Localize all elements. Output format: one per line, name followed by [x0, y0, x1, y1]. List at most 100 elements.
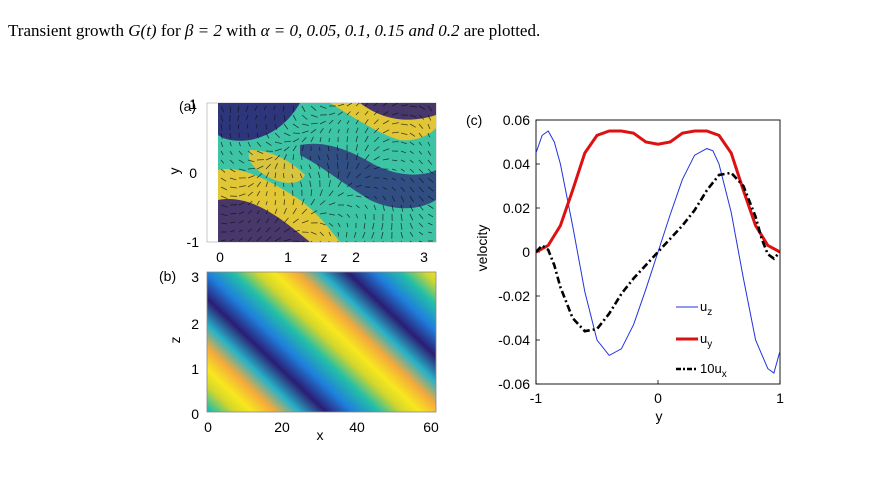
arrow-162: [265, 156, 273, 161]
arrow-6: [263, 105, 267, 111]
arrow-29: [237, 114, 240, 121]
arrow-36: [301, 114, 308, 120]
panel-a-ytick-1: 1: [189, 96, 197, 112]
arrow-209: [220, 177, 227, 182]
arrow-292: [265, 201, 268, 206]
arrow-160: [247, 159, 255, 163]
arrow-64: [319, 120, 326, 125]
figure-caption: Transient growth G(t) for β = 2 with α =…: [8, 21, 540, 41]
arrow-371: [274, 227, 281, 233]
arrow-233: [437, 178, 443, 181]
arrow-213: [256, 173, 263, 179]
arrow-360: [409, 222, 414, 229]
arrow-396: [265, 236, 272, 242]
arrow-289: [238, 202, 245, 206]
arrow-116: [319, 137, 322, 143]
arrow-144: [336, 145, 339, 152]
arrow-192: [300, 165, 303, 170]
arrow-238: [247, 182, 254, 188]
arrow-1: [220, 105, 225, 113]
arrow-237: [238, 185, 246, 188]
arrow-228: [391, 177, 397, 181]
arrow-324: [319, 212, 327, 215]
arrow-21: [400, 104, 408, 107]
arrow-185: [238, 168, 246, 171]
arrow-180: [427, 159, 433, 165]
arrow-143: [327, 146, 330, 152]
arrow-53: [220, 123, 223, 131]
arrow-85: [274, 132, 280, 138]
arrow-137: [274, 148, 282, 152]
arrow-181: [437, 160, 441, 165]
arrow-294: [283, 199, 286, 206]
arrow-114: [301, 137, 307, 143]
arrow-189: [274, 163, 278, 170]
arrow-298: [319, 200, 326, 206]
arrow-222: [337, 171, 340, 179]
arrow-91: [328, 128, 332, 134]
arrow-212: [247, 175, 255, 179]
arrow-351: [328, 222, 334, 227]
arrow-320: [283, 208, 287, 215]
panel-c-ytick-0.06: 0.06: [503, 112, 530, 128]
arrow-39: [328, 112, 336, 116]
arrow-297: [310, 198, 316, 206]
arrow-254: [391, 186, 396, 192]
caption-with: with: [221, 21, 261, 40]
panel-b-ytick-3: 3: [191, 269, 199, 285]
panel-a-dark-region-upper: [360, 103, 436, 120]
arrow-346: [283, 217, 289, 224]
arrow-295: [292, 198, 295, 206]
arrow-230: [409, 177, 415, 183]
caption-alpha: α = 0, 0.05, 0.1, 0.15 and 0.2: [260, 21, 460, 40]
arrow-221: [327, 171, 330, 179]
arrow-70: [373, 119, 379, 125]
arrow-113: [292, 138, 300, 143]
arrow-253: [382, 186, 387, 190]
arrow-4: [245, 105, 249, 112]
arrow-174: [373, 156, 380, 161]
arrow-296: [301, 198, 305, 206]
arrow-245: [309, 180, 312, 188]
arrow-244: [300, 181, 303, 188]
arrow-343: [256, 218, 261, 224]
arrow-158: [229, 159, 235, 164]
arrow-236: [229, 186, 237, 189]
arrow-266: [265, 191, 268, 197]
arrow-290: [247, 200, 253, 206]
panel-b-label: (b): [159, 268, 176, 284]
arrow-373: [292, 229, 300, 233]
arrow-46: [391, 112, 399, 116]
arrow-18: [373, 103, 378, 107]
arrow-412: [409, 240, 412, 242]
panel-a-xlabel: z: [321, 249, 328, 265]
arrow-380: [353, 231, 357, 238]
arrow-147: [364, 144, 369, 152]
caption-g-of-t: G(t): [128, 21, 157, 40]
arrow-326: [337, 213, 343, 218]
arrow-239: [256, 181, 262, 188]
arrow-247: [328, 180, 331, 188]
arrow-278: [373, 195, 378, 200]
arrow-249: [346, 182, 353, 188]
arrow-227: [382, 177, 388, 180]
panel-a-xtick-3: 3: [420, 249, 428, 265]
arrow-31: [255, 114, 258, 120]
arrow-100: [409, 132, 416, 137]
arrow-154: [427, 150, 432, 156]
arrow-89: [310, 128, 317, 134]
arrow-340: [229, 221, 236, 224]
arrow-261: [220, 195, 228, 199]
arrow-63: [310, 122, 318, 125]
arrow-283: [418, 195, 424, 202]
arrow-397: [274, 237, 282, 242]
arrow-285: [437, 196, 443, 198]
arrow-56: [246, 123, 249, 129]
arrow-252: [373, 186, 379, 189]
arrow-122: [373, 136, 380, 143]
arrow-129: [437, 142, 439, 147]
arrow-309: [418, 204, 424, 211]
arrow-109: [256, 141, 262, 147]
arrow-216: [283, 173, 285, 179]
arrow-169: [326, 154, 330, 161]
